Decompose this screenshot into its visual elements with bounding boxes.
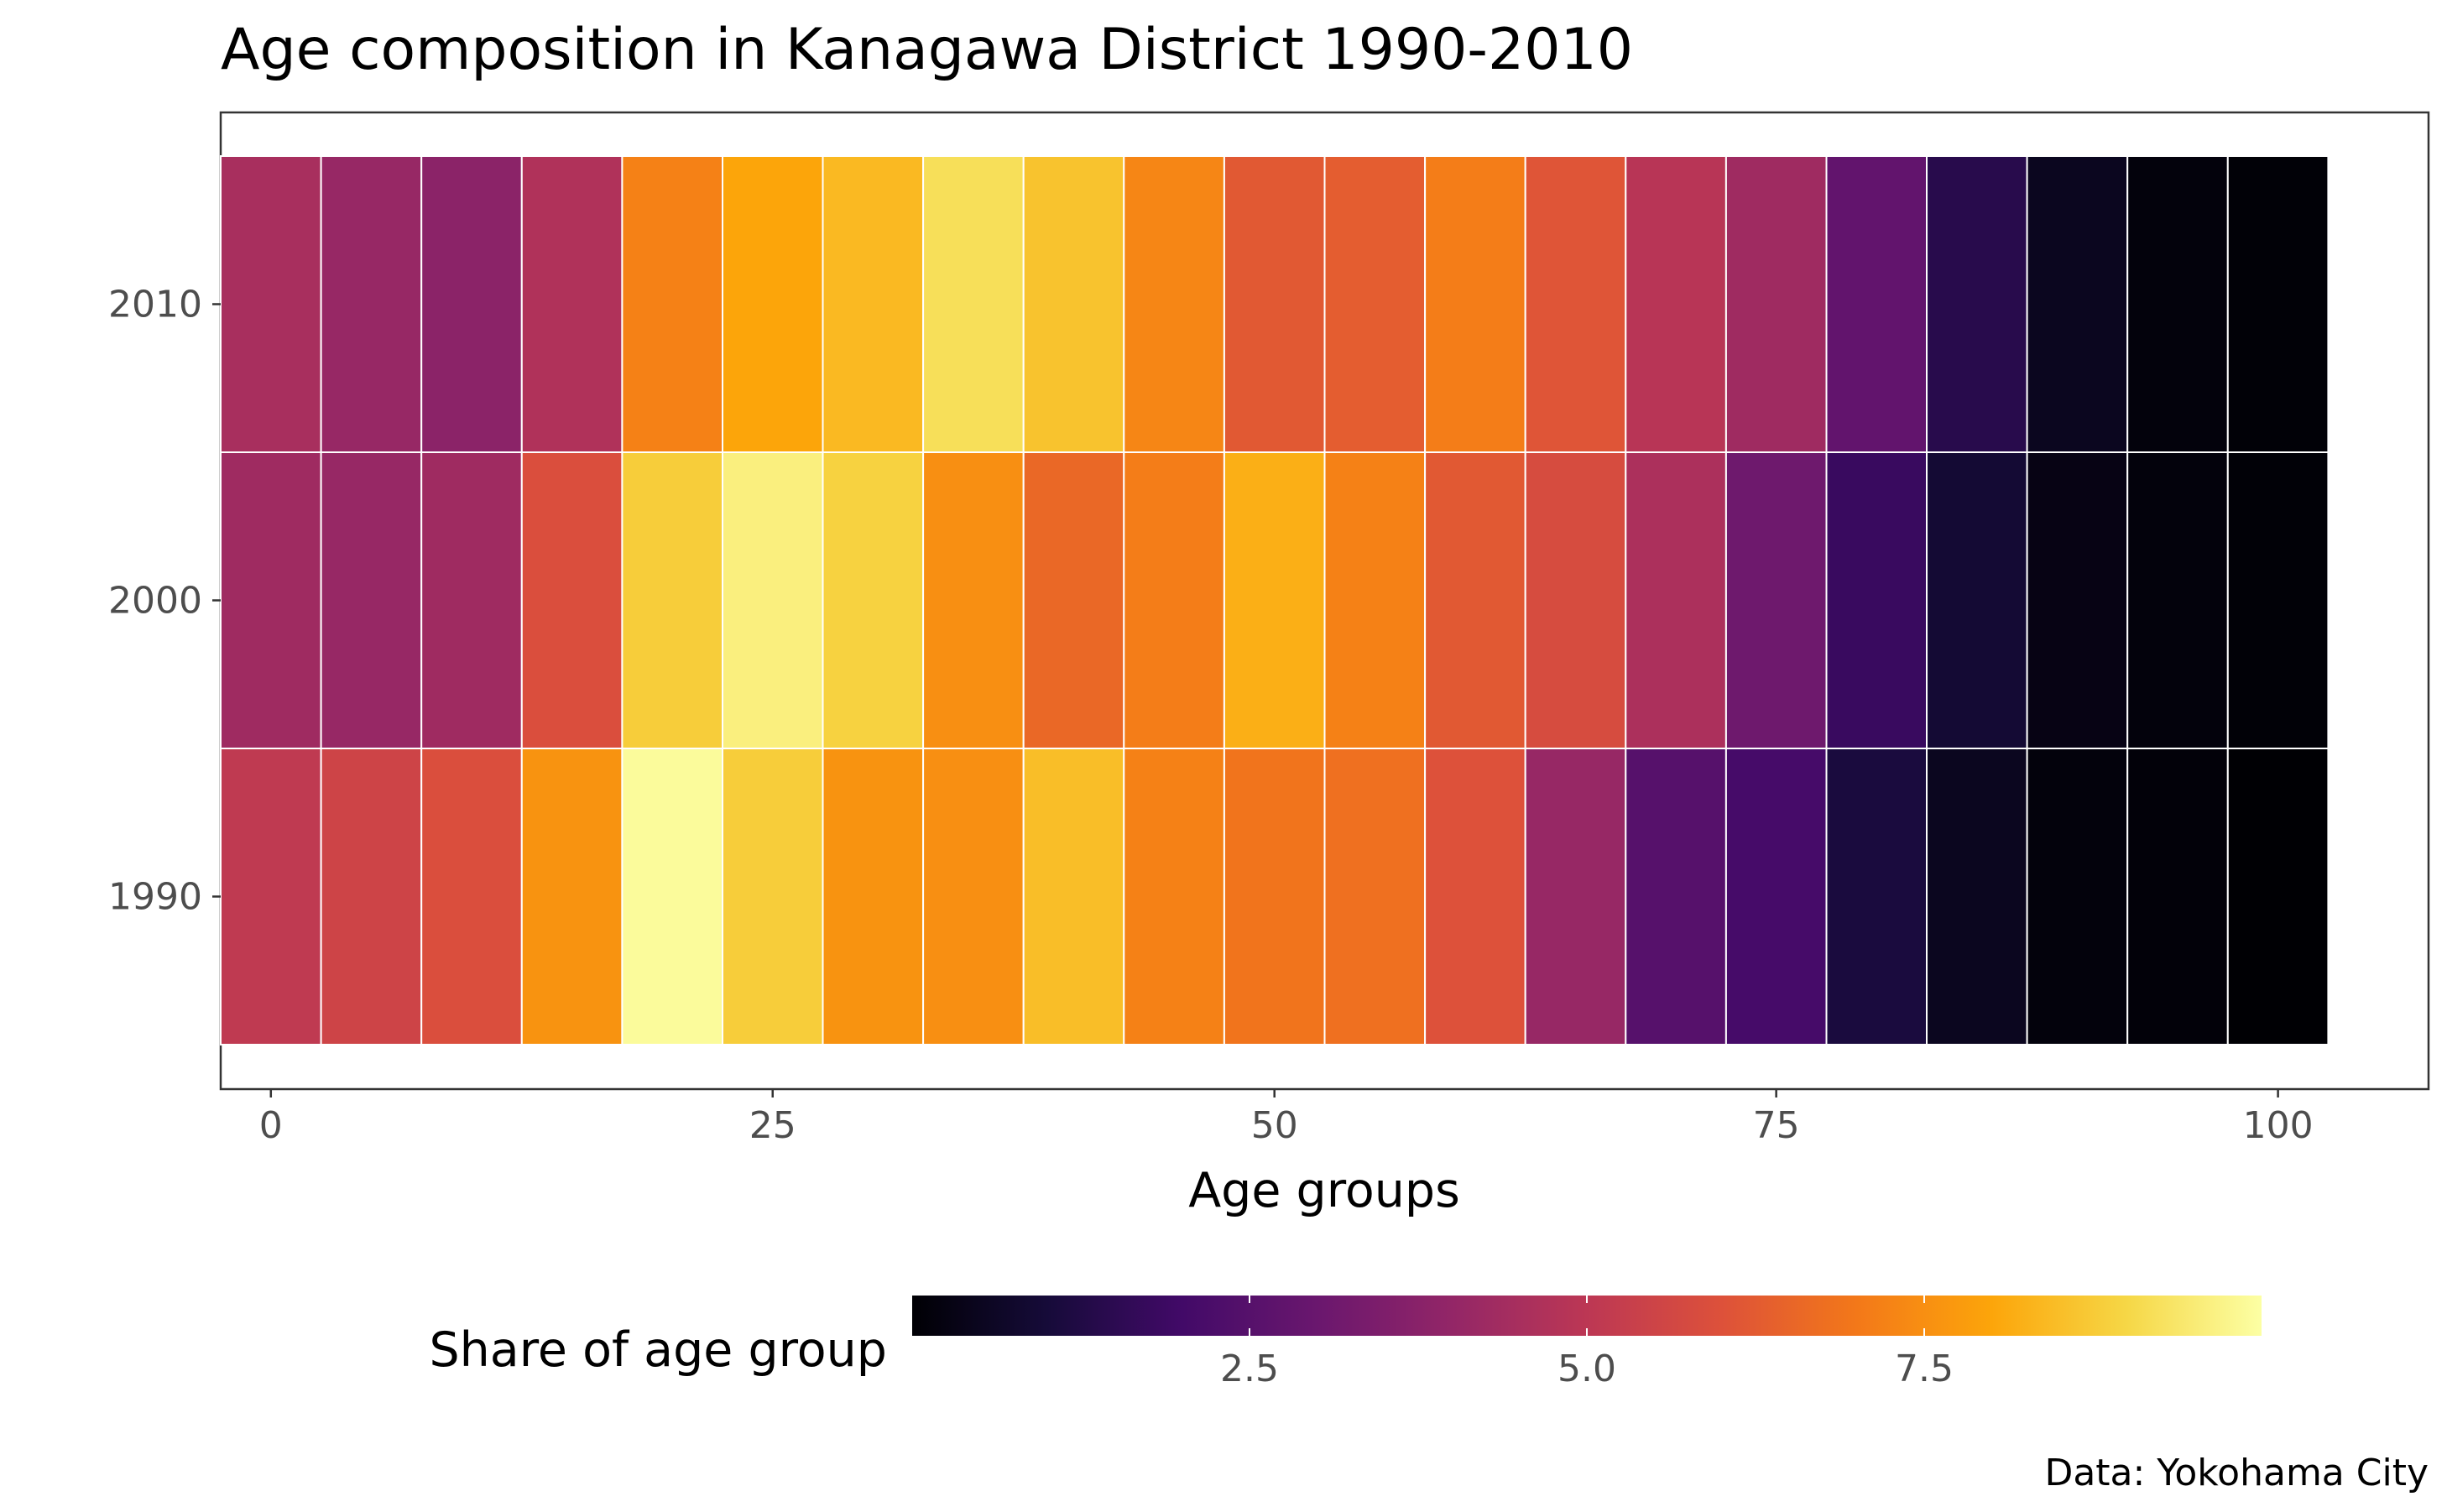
heatmap-tile [922,155,1025,453]
x-tick-label: 50 [1251,1104,1298,1147]
heatmap-tile [1424,748,1526,1045]
heatmap-tile [1625,451,1727,749]
heatmap-tile [1825,155,1928,453]
y-tick-label: 2010 [108,284,202,326]
heatmap-tile [822,451,925,749]
heatmap-tile [1625,155,1727,453]
heatmap-tile [220,451,322,749]
heatmap-tile [220,155,322,453]
heatmap-tile [320,155,423,453]
x-axis-title: Age groups [1188,1163,1460,1218]
x-tick-label: 75 [1753,1104,1800,1147]
heatmap-tile [1123,451,1225,749]
y-tick-label: 2000 [108,580,202,623]
heatmap-tile [2126,451,2229,749]
heatmap-tile [1524,451,1627,749]
legend-title: Share of age group [429,1322,887,1378]
heatmap-tile [1825,748,1928,1045]
heatmap-tile [2126,155,2229,453]
heatmap-tile [1625,748,1727,1045]
heatmap-tile [621,451,724,749]
heatmap-tile [1926,748,2028,1045]
heatmap-tile [1524,155,1627,453]
heatmap-tile [520,748,623,1045]
heatmap-tile [1022,748,1125,1045]
heatmap-tile [420,748,523,1045]
heatmap-tile [1724,155,1828,453]
heatmap-tile [2226,155,2330,453]
heatmap-tile [1825,451,1928,749]
y-tick-label: 1990 [108,876,202,919]
heatmap-tile [621,155,724,453]
heatmap-tile [1022,451,1125,749]
y-axis: 1990 2000 2010 [108,284,221,919]
x-tick-label: 100 [2243,1104,2314,1147]
heatmap-tile [2026,155,2129,453]
heatmap-tile [1724,748,1828,1045]
heatmap-tile [420,451,523,749]
heatmap-tile [822,748,925,1045]
heatmap-tile [1223,748,1326,1045]
chart-title: Age composition in Kanagawa District 199… [221,17,1633,83]
heatmap-tile [1223,155,1326,453]
heatmap-tile [722,748,824,1045]
heatmap-tile [1926,155,2028,453]
x-tick-label: 25 [749,1104,796,1147]
color-legend: Share of age group 2.5 5.0 7.5 [429,1296,2262,1390]
heatmap-tile [1926,451,2028,749]
heatmap-tile [520,451,623,749]
legend-tick-label: 2.5 [1220,1348,1279,1390]
heatmap-tile [2126,748,2229,1045]
legend-ticks: 2.5 5.0 7.5 [1220,1296,1954,1390]
heatmap-tile [922,451,1025,749]
chart-caption: Data: Yokohama City [2044,1452,2429,1494]
heatmap-tile [1424,451,1526,749]
heatmap-tile [2026,451,2129,749]
heatmap-tile [2226,451,2330,749]
heatmap-tile [1323,155,1427,453]
heatmap-tile [722,155,824,453]
heatmap-tile [1123,748,1225,1045]
heatmap-tile [1022,155,1125,453]
heatmap-tile [520,155,623,453]
heatmap-tile [722,451,824,749]
heatmap-tile [220,748,322,1045]
legend-tick-label: 5.0 [1557,1348,1616,1390]
heatmap-tile [2226,748,2330,1045]
heatmap-tile [1323,748,1427,1045]
heatmap-tile [320,748,423,1045]
x-tick-label: 0 [259,1104,283,1147]
x-axis: 0 25 50 75 100 [259,1089,2314,1147]
heatmap-tile [1524,748,1627,1045]
heatmap-tile [420,155,523,453]
heatmap-tile [621,748,724,1045]
heatmap-tile [922,748,1025,1045]
heatmap-tile [822,155,925,453]
heatmap-tile [1724,451,1828,749]
heatmap-tile [1323,451,1427,749]
heatmap-tile [1223,451,1326,749]
legend-tick-label: 7.5 [1895,1348,1954,1390]
heatmap-tile [2026,748,2129,1045]
heatmap-tile [1424,155,1526,453]
heatmap-tile [1123,155,1225,453]
heatmap-tile [320,451,423,749]
heatmap-tiles [220,155,2330,1045]
